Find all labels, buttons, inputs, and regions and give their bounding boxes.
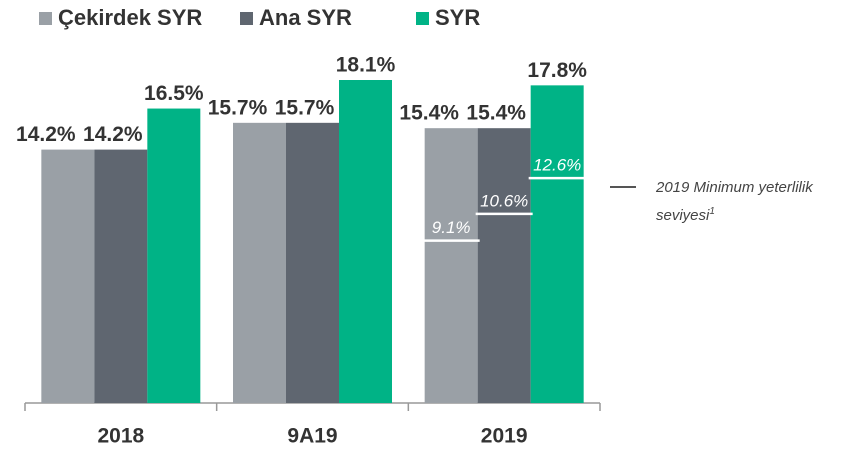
footnote-mark: 1 <box>709 206 715 217</box>
bar <box>424 128 478 404</box>
legend-label: Çekirdek SYR <box>58 5 202 30</box>
value-label: 16.5% <box>144 82 204 105</box>
value-label: 18.1% <box>336 54 396 77</box>
bar <box>233 122 286 403</box>
legend-swatch <box>240 12 253 25</box>
bar <box>286 122 339 403</box>
legend-swatch <box>416 12 429 25</box>
x-tick-label: 2019 <box>481 425 528 448</box>
bar <box>477 128 531 404</box>
bar <box>339 80 392 403</box>
bar <box>147 108 201 403</box>
bar <box>94 149 148 403</box>
value-label: 15.7% <box>208 96 268 119</box>
threshold-label: 10.6% <box>480 191 528 210</box>
value-label: 15.4% <box>399 102 459 125</box>
value-label: 15.4% <box>466 102 526 125</box>
threshold-label: 9.1% <box>432 218 471 237</box>
x-tick-label: 2018 <box>97 425 144 448</box>
threshold-legend: 2019 Minimum yeterlilik seviyesi1 <box>656 176 841 228</box>
threshold-label: 12.6% <box>533 156 581 175</box>
legend-label: SYR <box>435 5 480 30</box>
legend-label: Ana SYR <box>259 5 352 30</box>
legend-swatch <box>39 12 52 25</box>
value-label: 15.7% <box>275 96 335 119</box>
value-label: 14.2% <box>16 123 76 146</box>
value-label: 14.2% <box>83 123 143 146</box>
threshold-legend-label: 2019 Minimum yeterlilik seviyesi <box>656 179 813 224</box>
x-tick-label: 9A19 <box>287 425 337 448</box>
bar <box>41 149 95 403</box>
value-label: 17.8% <box>527 59 587 82</box>
bar <box>530 85 584 404</box>
